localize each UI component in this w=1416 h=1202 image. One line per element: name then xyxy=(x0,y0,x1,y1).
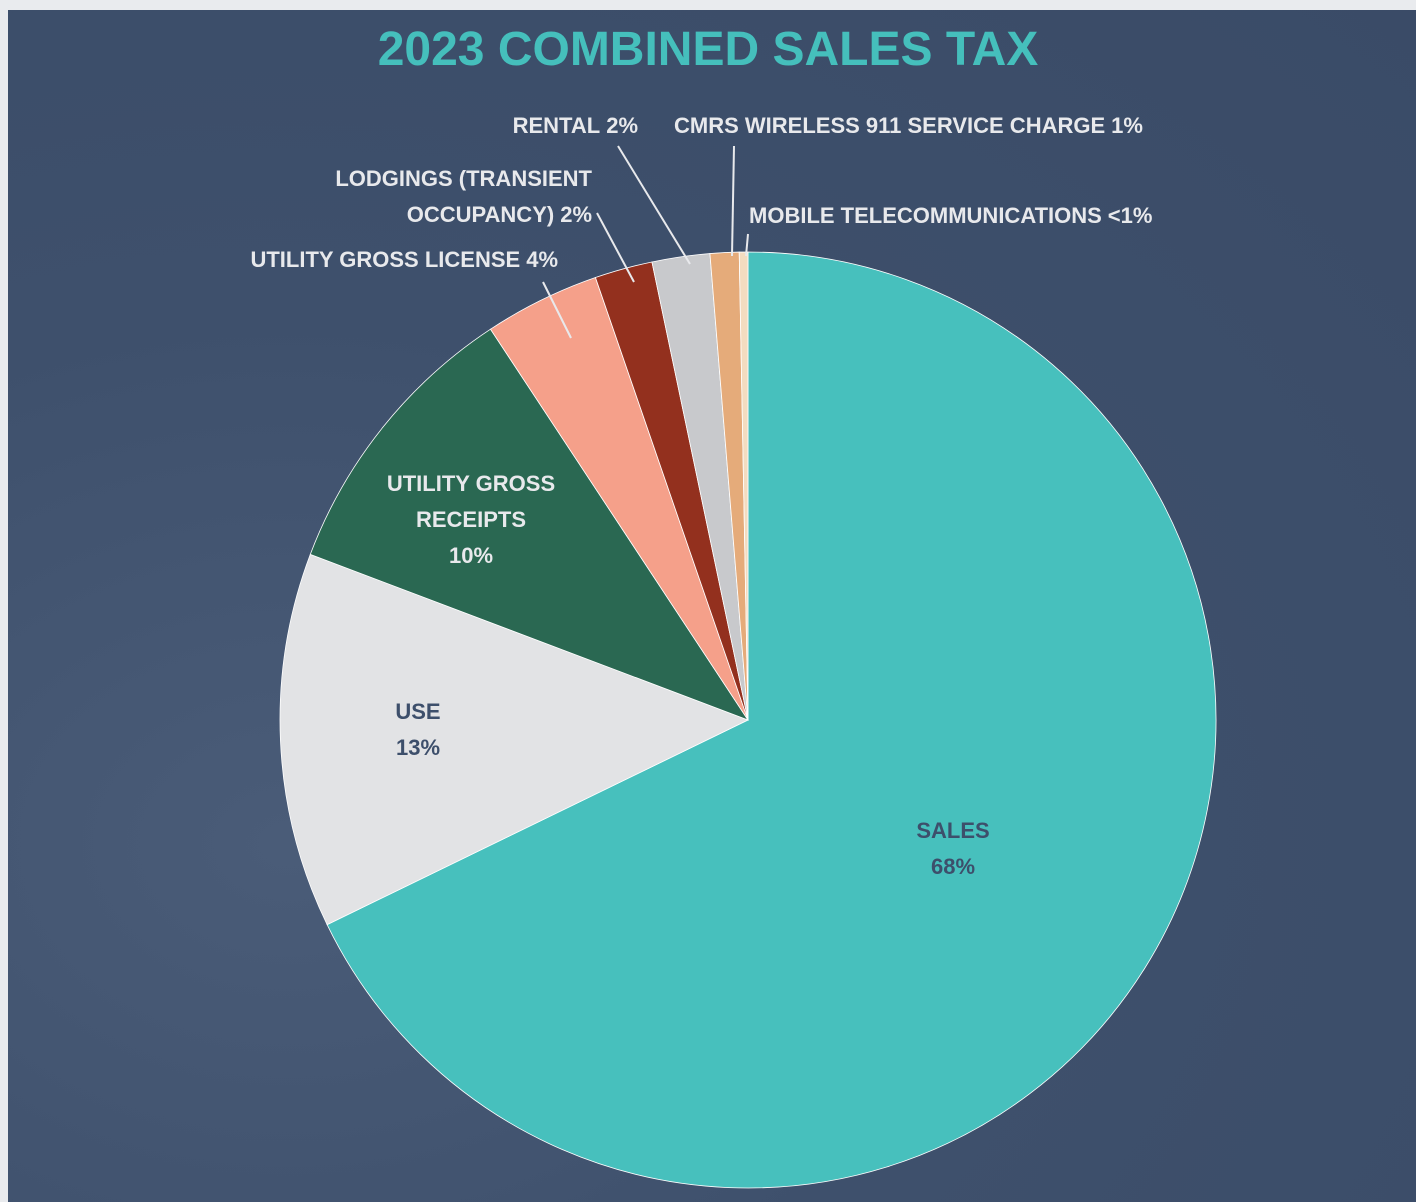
category-label: UTILITY GROSS RECEIPTS xyxy=(386,471,556,532)
category-label: UTILITY GROSS LICENSE xyxy=(250,247,521,272)
slice-label: UTILITY GROSS RECEIPTS 10% xyxy=(356,466,586,574)
slice-label: LODGINGS (TRANSIENT OCCUPANCY) 2% xyxy=(292,161,592,233)
slice-label: CMRS WIRELESS 911 SERVICE CHARGE 1% xyxy=(674,108,1214,144)
leader-lines xyxy=(542,145,749,339)
slice-label: USE 13% xyxy=(318,694,518,766)
leader-line xyxy=(731,145,735,257)
value-label: 13% xyxy=(395,735,441,760)
pie-slice xyxy=(738,251,749,721)
slice-label: MOBILE TELECOMMUNICATIONS <1% xyxy=(749,198,1229,234)
value-label: 2% xyxy=(560,202,592,227)
slices xyxy=(279,251,1217,1189)
category-label: CMRS WIRELESS 911 SERVICE CHARGE xyxy=(674,113,1106,138)
pie-slice xyxy=(309,328,750,721)
slice-label: UTILITY GROSS LICENSE 4% xyxy=(150,242,558,278)
category-label: MOBILE TELECOMMUNICATIONS xyxy=(749,203,1102,228)
leader-line xyxy=(542,281,572,339)
pie-slice xyxy=(279,553,750,926)
slice-label: SALES 68% xyxy=(853,813,1053,885)
category-label: LODGINGS (TRANSIENT OCCUPANCY) xyxy=(335,166,592,227)
category-label: SALES xyxy=(916,818,990,843)
pie-slice xyxy=(326,251,1217,1189)
leader-line xyxy=(596,212,635,283)
category-label: RENTAL xyxy=(512,113,601,138)
leader-line xyxy=(617,145,691,265)
category-label: USE xyxy=(395,699,441,724)
slice-label: RENTAL 2% xyxy=(430,108,638,144)
value-label: 2% xyxy=(606,113,638,138)
value-label: 4% xyxy=(526,247,558,272)
value-label: 1% xyxy=(1111,113,1143,138)
value-label: 10% xyxy=(448,543,494,568)
chart-title: 2023 COMBINED SALES TAX xyxy=(377,23,1039,76)
leader-line xyxy=(745,233,749,257)
value-label: 68% xyxy=(930,854,976,879)
value-label: <1% xyxy=(1107,203,1153,228)
